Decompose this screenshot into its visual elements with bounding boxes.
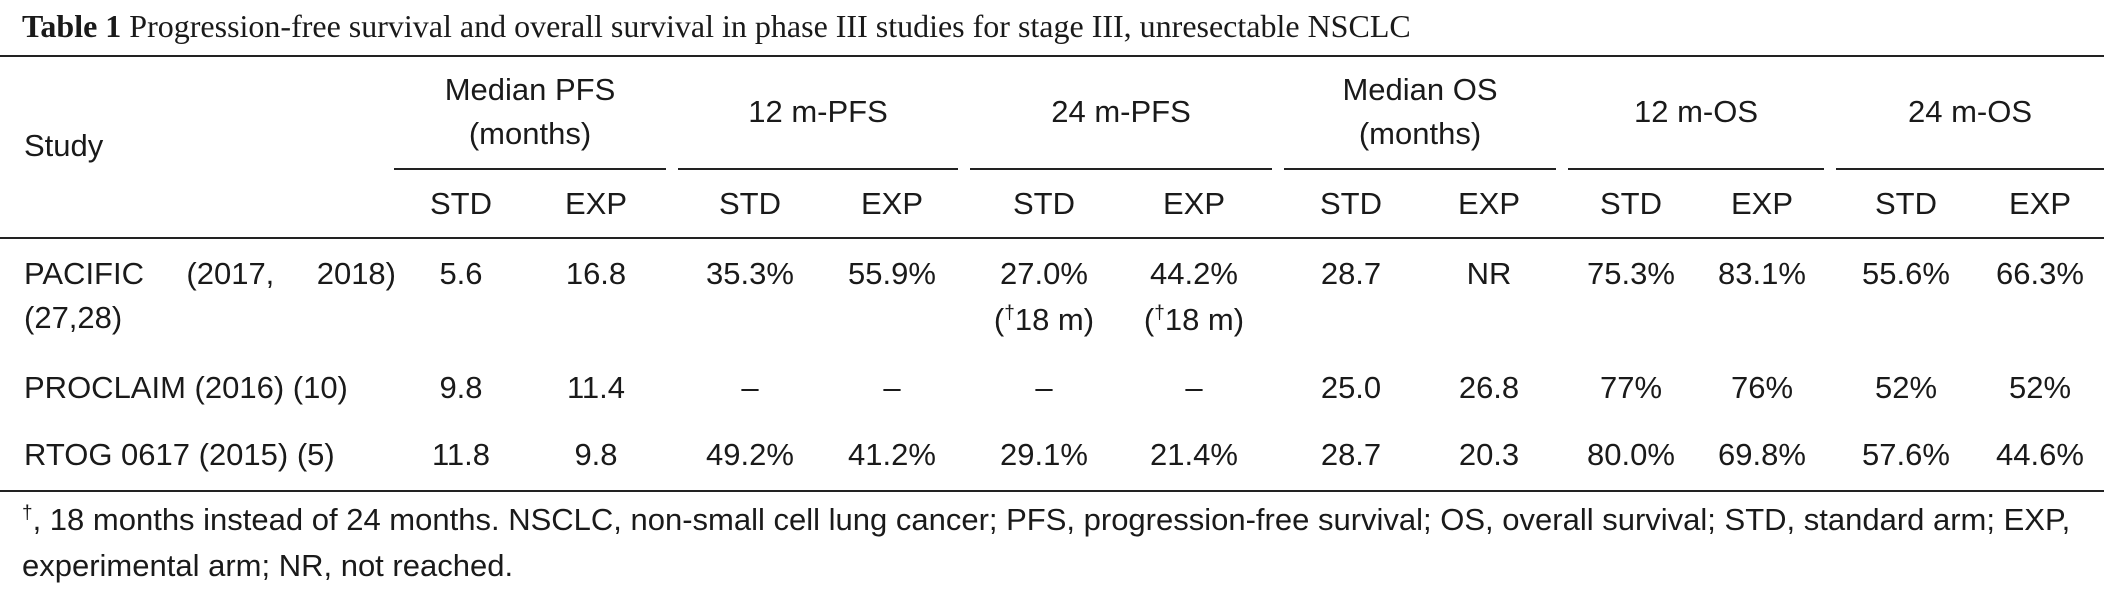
table-cell: – bbox=[883, 370, 901, 405]
row-study-pacific-line1: PACIFIC (2017, 2018) bbox=[24, 256, 396, 291]
subheader-std: STD bbox=[1600, 186, 1662, 221]
table-cell: 28.7 bbox=[1320, 437, 1382, 472]
table-cell: 26.8 bbox=[1458, 370, 1520, 405]
dagger-mark: † bbox=[1154, 302, 1165, 324]
subheader-std: STD bbox=[719, 186, 781, 221]
table-cell: 21.4% bbox=[1150, 437, 1238, 472]
subheader-exp: EXP bbox=[1457, 186, 1521, 221]
subheader-std: STD bbox=[1013, 186, 1075, 221]
group-rule-median-os bbox=[1284, 168, 1556, 170]
table-footnote: †, 18 months instead of 24 months. NSCLC… bbox=[22, 497, 2082, 589]
note-text: 18 m) bbox=[1014, 302, 1095, 337]
table-cell: 44.6% bbox=[1996, 437, 2084, 472]
dagger-mark: † bbox=[1004, 302, 1015, 324]
table-cell: 25.0 bbox=[1320, 370, 1382, 405]
table-cell: 52% bbox=[2008, 370, 2072, 405]
subheader-exp: EXP bbox=[1162, 186, 1226, 221]
subheader-exp: EXP bbox=[564, 186, 628, 221]
table-cell: 55.6% bbox=[1862, 256, 1950, 291]
header-group-24m-os-line1: 24 m-OS bbox=[1907, 94, 2033, 129]
table-cell: 83.1% bbox=[1718, 256, 1806, 291]
group-rule-12m-os bbox=[1568, 168, 1824, 170]
table-caption: Table 1 Progression-free survival and ov… bbox=[22, 4, 1411, 48]
row-study-pacific: PACIFIC (2017, 2018) (27,28) bbox=[24, 252, 396, 340]
subheader-exp: EXP bbox=[1730, 186, 1794, 221]
header-group-median-os-line2: (months) bbox=[1358, 116, 1482, 151]
group-rule-24m-os bbox=[1836, 168, 2104, 170]
table-cell: 80.0% bbox=[1587, 437, 1675, 472]
footnote-text: , 18 months instead of 24 months. NSCLC,… bbox=[22, 502, 2071, 583]
note-paren: ( bbox=[1143, 302, 1155, 337]
header-group-12m-pfs: 12 m-PFS bbox=[678, 90, 958, 134]
header-group-12m-pfs-line1: 12 m-PFS bbox=[748, 94, 888, 129]
subheader-std: STD bbox=[430, 186, 492, 221]
table-cell: 69.8% bbox=[1718, 437, 1806, 472]
group-rule-24m-pfs bbox=[970, 168, 1272, 170]
table-cell: 11.8 bbox=[431, 437, 491, 472]
row-study-rtog: RTOG 0617 (2015) (5) bbox=[24, 437, 335, 472]
table-cell: 75.3% bbox=[1587, 256, 1675, 291]
table-header-rule bbox=[0, 237, 2104, 239]
table-caption-text: Progression-free survival and overall su… bbox=[129, 8, 1411, 44]
table-cell: – bbox=[741, 370, 759, 405]
header-group-median-pfs-line1: Median PFS bbox=[444, 72, 616, 107]
footnote-dagger-mark: † bbox=[22, 502, 33, 524]
header-group-median-os: Median OS (months) bbox=[1284, 68, 1556, 156]
table-cell: 29.1% bbox=[1000, 437, 1088, 472]
table-top-rule bbox=[0, 55, 2104, 57]
header-group-median-pfs: Median PFS (months) bbox=[394, 68, 666, 156]
header-group-12m-os: 12 m-OS bbox=[1568, 90, 1824, 134]
table-cell: – bbox=[1035, 370, 1053, 405]
group-rule-12m-pfs bbox=[678, 168, 958, 170]
header-study: Study bbox=[24, 128, 104, 163]
group-rule-median-pfs bbox=[394, 168, 666, 170]
note-text: 18 m) bbox=[1164, 302, 1245, 337]
table-cell: 55.9% bbox=[848, 256, 936, 291]
table-bottom-rule bbox=[0, 490, 2104, 492]
subheader-std: STD bbox=[1875, 186, 1937, 221]
header-group-median-os-line1: Median OS bbox=[1342, 72, 1498, 107]
table-cell: 77% bbox=[1599, 370, 1663, 405]
table-cell: NR bbox=[1466, 256, 1512, 291]
subheader-exp: EXP bbox=[2008, 186, 2072, 221]
header-group-12m-os-line1: 12 m-OS bbox=[1633, 94, 1759, 129]
table-cell: 44.2% bbox=[1150, 256, 1238, 291]
header-group-24m-pfs: 24 m-PFS bbox=[970, 90, 1272, 134]
table-cell: 49.2% bbox=[706, 437, 794, 472]
table-cell: 41.2% bbox=[848, 437, 936, 472]
table-cell: 76% bbox=[1730, 370, 1794, 405]
table-cell: 20.3 bbox=[1458, 437, 1520, 472]
table-cell: 57.6% bbox=[1862, 437, 1950, 472]
table-cell: 52% bbox=[1874, 370, 1938, 405]
table-cell: 11.4 bbox=[566, 370, 626, 405]
table-cell: 16.8 bbox=[565, 256, 627, 291]
table-cell: 28.7 bbox=[1320, 256, 1382, 291]
header-group-24m-pfs-line1: 24 m-PFS bbox=[1051, 94, 1191, 129]
table-cell: 9.8 bbox=[574, 437, 618, 472]
header-group-24m-os: 24 m-OS bbox=[1836, 90, 2104, 134]
table-cell: – bbox=[1185, 370, 1203, 405]
note-paren: ( bbox=[993, 302, 1005, 337]
table-cell: 9.8 bbox=[439, 370, 483, 405]
row-study-pacific-line2: (27,28) bbox=[24, 300, 123, 335]
row-study-proclaim: PROCLAIM (2016) (10) bbox=[24, 370, 348, 405]
table-cell: 35.3% bbox=[706, 256, 794, 291]
table-cell-note: (†18 m) bbox=[994, 298, 1094, 342]
subheader-std: STD bbox=[1320, 186, 1382, 221]
table-cell: 5.6 bbox=[439, 256, 483, 291]
table-cell: 27.0% bbox=[1000, 256, 1088, 291]
table-caption-label: Table 1 bbox=[22, 8, 122, 44]
table-cell: 66.3% bbox=[1996, 256, 2084, 291]
header-group-median-pfs-line2: (months) bbox=[468, 116, 592, 151]
subheader-exp: EXP bbox=[860, 186, 924, 221]
table-cell-note: (†18 m) bbox=[1144, 298, 1244, 342]
